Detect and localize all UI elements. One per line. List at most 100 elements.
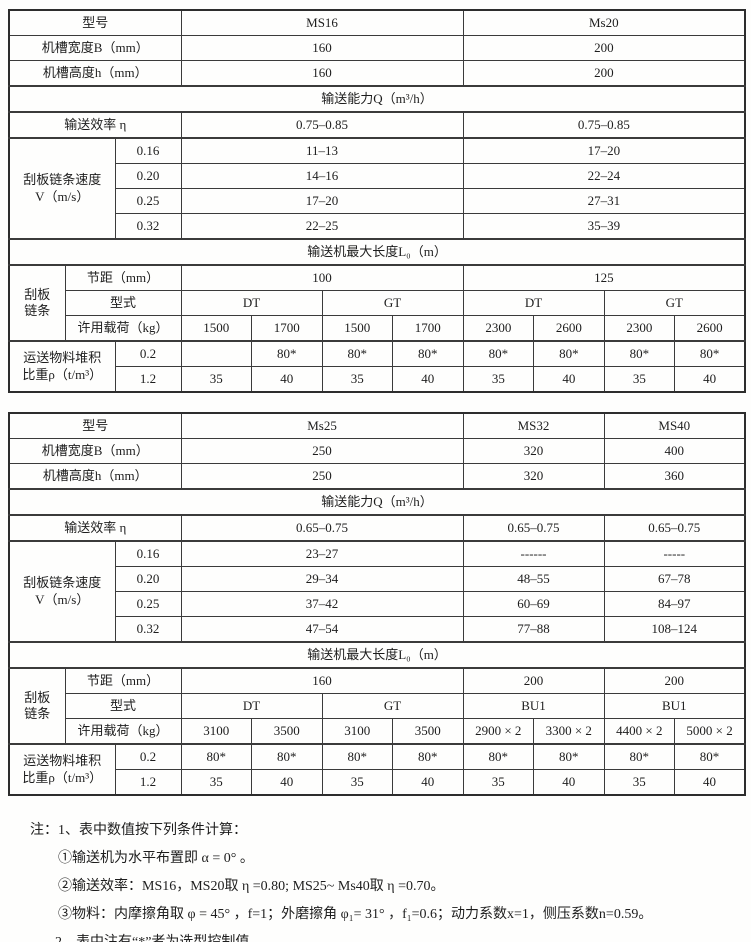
table-cell: DT	[180, 693, 323, 719]
table-cell: 40	[674, 366, 746, 393]
table-cell: 200	[462, 35, 746, 61]
table-row: 刮板链条速度 V（m/s） 0.16 23–27 ------ -----	[8, 540, 746, 643]
table-cell: 机槽宽度B（mm）	[8, 438, 182, 464]
table-cell: 2300	[603, 315, 676, 342]
table-cell: 0.65–0.75	[180, 514, 464, 542]
table-cell: MS32	[462, 412, 605, 439]
table-cell: 节距（mm）	[64, 667, 182, 694]
table-cell: 14–16	[180, 163, 464, 189]
table-cell: 1.2	[114, 769, 182, 796]
table-cell: 47–54	[180, 616, 464, 643]
table-cell: 80*	[462, 743, 535, 770]
table-cell: 机槽宽度B（mm）	[8, 35, 182, 61]
table-row: 机槽宽度B（mm） 160 200	[8, 35, 746, 61]
table-cell: GT	[603, 290, 746, 316]
table-cell: 运送物料堆积 比重ρ（t/m³）	[8, 340, 116, 393]
table-cell: 2900 × 2	[462, 718, 535, 745]
table-cell: 0.25	[114, 591, 182, 617]
table-cell: 40	[674, 769, 746, 796]
table-cell: 200	[462, 667, 605, 694]
table-cell: 48–55	[462, 566, 605, 592]
table-cell: 2600	[533, 315, 605, 342]
table-cell: 1500	[321, 315, 394, 342]
table-row: 许用载荷（kg） 3100 3500 3100 3500 2900 × 2 3300 × 2…	[9, 718, 746, 745]
table-cell: 40	[392, 769, 464, 796]
table-cell: 80*	[603, 340, 676, 367]
table-cell: 320	[462, 438, 605, 464]
table-cell: 刮板链条速度 V（m/s）	[8, 540, 116, 643]
table-cell: 4400 × 2	[603, 718, 676, 745]
table-cell: 2300	[462, 315, 535, 342]
table-cell: 67–78	[603, 566, 746, 592]
table-cell: 35	[462, 769, 535, 796]
table-cell: 0.20	[114, 566, 182, 592]
table-row: 型式 DT GT BU1 BU1	[9, 693, 746, 719]
table-cell: 型号	[8, 412, 182, 439]
table-row: 刮板链条速度 V（m/s） 0.16 11–13 17–20	[8, 137, 746, 240]
table-cell: 刮板 链条	[8, 264, 66, 342]
table-cell: 0.32	[114, 213, 182, 240]
table-cell: 60–69	[462, 591, 605, 617]
table-row: 型式 DT GT DT GT	[9, 290, 746, 316]
table-cell: 40	[533, 769, 605, 796]
table-cell: 22–24	[462, 163, 746, 189]
table-row: 输送能力Q（m³/h）	[8, 85, 746, 113]
table-cell: 250	[180, 438, 464, 464]
table-cell: 40	[251, 769, 323, 796]
table-row: 输送效率 η 0.65–0.75 0.65–0.75 0.65–0.75	[8, 514, 746, 542]
table-cell: 型式	[64, 290, 182, 316]
table-cell: DT	[462, 290, 605, 316]
table-cell	[180, 340, 253, 367]
table-cell: 1700	[392, 315, 464, 342]
note-line-2: 2、表中注有“*”者为选型控制值。	[30, 933, 744, 942]
table-cell: 80*	[603, 743, 676, 770]
table-row: 运送物料堆积 比重ρ（t/m³） 0.2 80* 80* 80* 80* 80* 80* 80*…	[8, 743, 746, 796]
table-cell: 输送机最大长度L₀（m）	[8, 238, 746, 266]
table-cell: 80*	[462, 340, 535, 367]
table-cell: DT	[180, 290, 323, 316]
table-cell: 35	[462, 366, 535, 393]
table-cell: 许用载荷（kg）	[64, 315, 182, 342]
table-cell: 1.2	[114, 366, 182, 393]
note-line-1c: ③物料：内摩擦角取 φ = 45° ，f=1；外磨擦角 φ₁= 31° ，f₁=…	[58, 907, 653, 922]
table-cell: 11–13	[180, 137, 464, 164]
table-cell: 0.25	[114, 188, 182, 214]
table-cell: 320	[462, 463, 605, 490]
table-row: 刮板 链条 节距（mm） 160 200 200	[8, 667, 746, 745]
table-cell: 机槽高度h（mm）	[8, 60, 182, 87]
table-cell: 80*	[533, 743, 605, 770]
table-row: 0.25 17–20 27–31	[9, 188, 746, 214]
table-cell: 输送效率 η	[8, 111, 182, 139]
table-row: 0.25 37–42 60–69 84–97	[9, 591, 746, 617]
table-cell: 125	[462, 264, 746, 291]
table-cell: 80*	[251, 340, 323, 367]
table-cell: 3300 × 2	[533, 718, 605, 745]
table-cell: 100	[180, 264, 464, 291]
table-cell: 0.32	[114, 616, 182, 643]
table-cell: 节距（mm）	[64, 264, 182, 291]
table-cell: 35	[321, 769, 394, 796]
table-cell: 输送效率 η	[8, 514, 182, 542]
table-cell: 刮板 链条	[8, 667, 66, 745]
table-cell: 刮板链条速度 V（m/s）	[8, 137, 116, 240]
table-cell: 运送物料堆积 比重ρ（t/m³）	[8, 743, 116, 796]
table-cell: 80*	[251, 743, 323, 770]
table-cell: 型式	[64, 693, 182, 719]
table-row: 0.32 47–54 77–88 108–124	[9, 616, 746, 643]
table-cell: 0.16	[114, 540, 182, 567]
table-cell: 输送能力Q（m³/h）	[8, 85, 746, 113]
table-row: 0.20 14–16 22–24	[9, 163, 746, 189]
table-cell: MS40	[603, 412, 746, 439]
spec-table-ms25-ms40: 型号 Ms25 MS32 MS40 机槽宽度B（mm） 250 320 400 机槽高度h（mm…	[8, 412, 747, 796]
table-cell: 0.65–0.75	[603, 514, 746, 542]
table-cell: 35	[603, 366, 676, 393]
table-cell: Ms25	[180, 412, 464, 439]
table-cell: 84–97	[603, 591, 746, 617]
note-line-1a: ①输送机为水平布置即 α = 0° 。	[58, 851, 254, 866]
table-cell: 200	[462, 60, 746, 87]
table-cell: GT	[321, 290, 464, 316]
table-cell: 77–88	[462, 616, 605, 643]
table-cell: 型号	[8, 9, 182, 36]
table-cell: 5000 × 2	[674, 718, 746, 745]
notes-section: 注：1、表中数值按下列条件计算： ①输送机为水平布置即 α = 0° 。 ②输送…	[8, 821, 744, 942]
